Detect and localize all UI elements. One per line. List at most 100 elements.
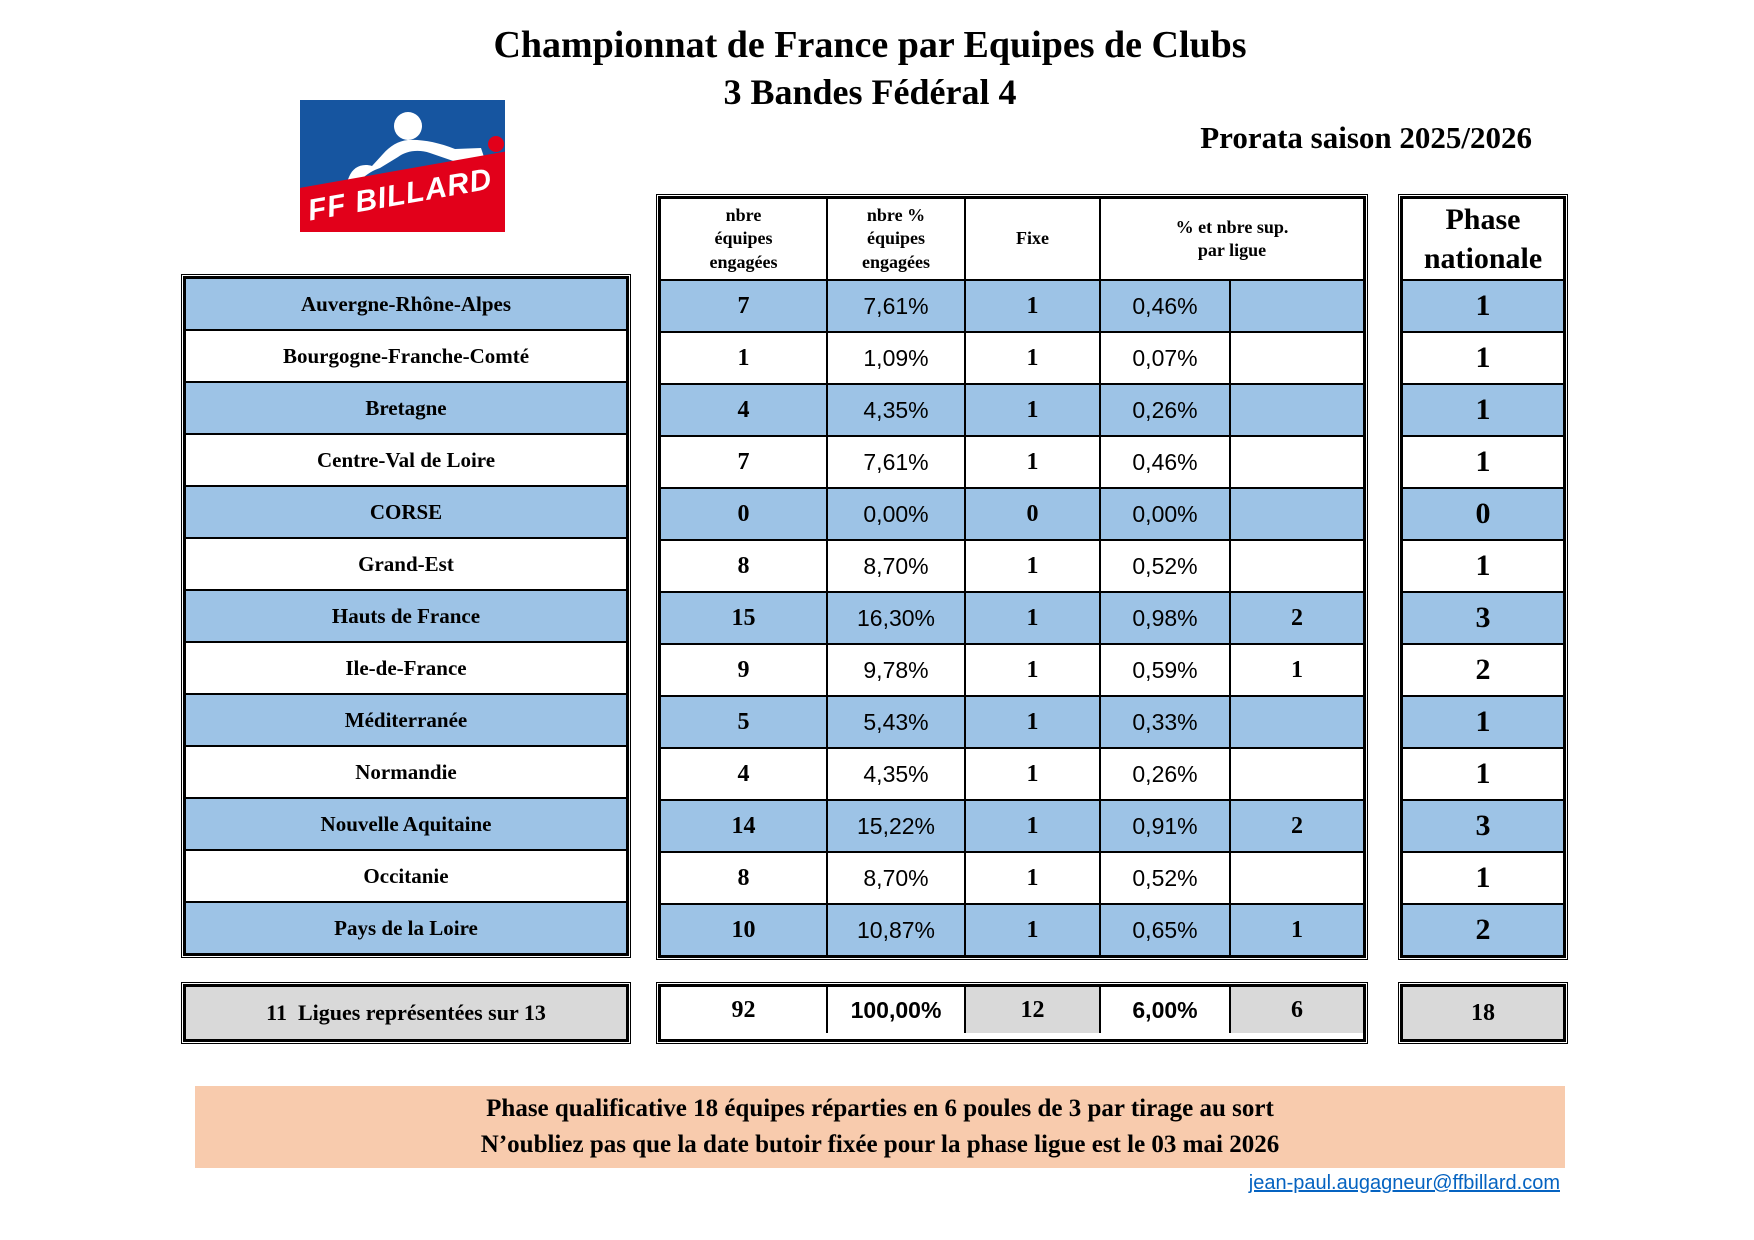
phase-count: 1	[1475, 445, 1491, 478]
ligue-pct: 0,52%	[1101, 853, 1231, 903]
table-row: Hauts de France	[186, 591, 626, 643]
col-header-phase: Phase nationale	[1423, 203, 1543, 275]
engaged-pct: 4,35%	[828, 385, 966, 435]
region-name: Auvergne-Rhône-Alpes	[301, 291, 511, 316]
ligue-pct: 0,59%	[1101, 645, 1231, 695]
phase-count: 1	[1475, 705, 1491, 738]
footer-banner: Phase qualificative 18 équipes réparties…	[195, 1086, 1565, 1168]
engaged-pct: 9,78%	[828, 645, 966, 695]
sup-count	[1231, 333, 1363, 383]
sup-count	[1231, 385, 1363, 435]
table-row: 7 7,61% 1 0,46%	[661, 281, 1363, 333]
engaged-count: 14	[661, 801, 828, 851]
regions-table: Auvergne-Rhône-Alpes Bourgogne-Franche-Co…	[181, 274, 631, 958]
region-name: Occitanie	[363, 863, 449, 888]
page-subtitle: 3 Bandes Fédéral 4	[723, 71, 1017, 112]
table-row: 3	[1403, 801, 1563, 853]
sup-count: 2	[1291, 604, 1303, 631]
page-title: Championnat de France par Equipes de Clu…	[493, 24, 1247, 66]
engaged-count: 5	[661, 697, 828, 747]
engaged-count: 10	[661, 905, 828, 955]
sup-count	[1231, 437, 1363, 487]
engaged-count: 7	[661, 281, 828, 331]
table-row: Bourgogne-Franche-Comté	[186, 331, 626, 383]
col-header-engaged-pct: nbre % équipes engagées	[828, 199, 966, 279]
phase-count: 1	[1475, 757, 1491, 790]
table-row: 1 1,09% 1 0,07%	[661, 333, 1363, 385]
ligue-pct: 0,98%	[1101, 593, 1231, 643]
footer-line1: Phase qualificative 18 équipes réparties…	[486, 1094, 1274, 1122]
table-row: 9 9,78% 1 0,59% 1	[661, 645, 1363, 697]
phase-count: 1	[1475, 861, 1491, 894]
contact-email-link[interactable]: jean-paul.augagneur@ffbillard.com	[1248, 1172, 1560, 1194]
total-sup: 6	[1231, 987, 1363, 1033]
sup-count	[1231, 749, 1363, 799]
phase-count: 2	[1475, 913, 1491, 946]
table-row: 5 5,43% 1 0,33%	[661, 697, 1363, 749]
table-row: Normandie	[186, 747, 626, 799]
region-name: Centre-Val de Loire	[316, 447, 496, 472]
region-name: Hauts de France	[331, 603, 481, 628]
table-row: Ile-de-France	[186, 643, 626, 695]
fixe-count: 1	[966, 437, 1101, 487]
engaged-count: 1	[661, 333, 828, 383]
table-row: 10 10,87% 1 0,65% 1	[661, 905, 1363, 955]
region-name: Bretagne	[365, 395, 447, 420]
region-name: Normandie	[355, 759, 457, 784]
engaged-count: 4	[661, 385, 828, 435]
phase-table-header: Phase nationale	[1403, 199, 1563, 281]
table-row: 4 4,35% 1 0,26%	[661, 385, 1363, 437]
fixe-count: 1	[966, 385, 1101, 435]
stats-table-header: nbre équipes engagées nbre % équipes eng…	[661, 199, 1363, 281]
phase-count: 1	[1475, 289, 1491, 322]
sup-count	[1231, 541, 1363, 591]
phase-table: Phase nationale 1 1 1 1 0 1 3 2 1 1 3 1 2	[1398, 194, 1568, 960]
sup-count: 1	[1291, 916, 1303, 943]
ligue-pct: 0,26%	[1101, 749, 1231, 799]
page-header: Championnat de France par Equipes de Clu…	[90, 22, 1650, 115]
sup-count	[1231, 281, 1363, 331]
table-row: 8 8,70% 1 0,52%	[661, 853, 1363, 905]
fixe-count: 1	[966, 853, 1101, 903]
total-engaged-pct: 100,00%	[828, 987, 966, 1033]
table-row: 2	[1403, 645, 1563, 697]
ligue-pct: 0,46%	[1101, 281, 1231, 331]
region-name: Nouvelle Aquitaine	[320, 811, 492, 836]
fixe-count: 1	[966, 541, 1101, 591]
ligue-pct: 0,33%	[1101, 697, 1231, 747]
ligue-pct: 0,52%	[1101, 541, 1231, 591]
fixe-count: 1	[966, 749, 1101, 799]
table-row: 1	[1403, 333, 1563, 385]
region-name: Méditerranée	[344, 707, 468, 732]
table-row: 1	[1403, 853, 1563, 905]
contact-area: jean-paul.augagneur@ffbillard.com	[1160, 1172, 1560, 1195]
fixe-count: 1	[966, 801, 1101, 851]
region-name: Grand-Est	[358, 551, 454, 576]
fixe-count: 1	[966, 645, 1101, 695]
table-row: CORSE	[186, 487, 626, 539]
season-label: Prorata saison 2025/2026	[1200, 120, 1532, 155]
table-row: Bretagne	[186, 383, 626, 435]
engaged-count: 15	[661, 593, 828, 643]
table-row: Méditerranée	[186, 695, 626, 747]
engaged-count: 9	[661, 645, 828, 695]
ligue-pct: 0,91%	[1101, 801, 1231, 851]
phase-count: 3	[1475, 809, 1491, 842]
fixe-count: 1	[966, 905, 1101, 955]
engaged-pct: 7,61%	[828, 437, 966, 487]
total-ligue-pct: 6,00%	[1101, 987, 1231, 1033]
sup-count: 1	[1291, 656, 1303, 683]
table-row: 1	[1403, 749, 1563, 801]
engaged-count: 0	[661, 489, 828, 539]
engaged-pct: 1,09%	[828, 333, 966, 383]
footer-line2: N’oubliez pas que la date butoir fixée p…	[480, 1131, 1280, 1159]
region-name: Pays de la Loire	[334, 915, 478, 940]
engaged-pct: 4,35%	[828, 749, 966, 799]
engaged-count: 8	[661, 541, 828, 591]
table-row: 0	[1403, 489, 1563, 541]
table-row: 8 8,70% 1 0,52%	[661, 541, 1363, 593]
table-row: 3	[1403, 593, 1563, 645]
table-row: 1	[1403, 281, 1563, 333]
engaged-count: 7	[661, 437, 828, 487]
